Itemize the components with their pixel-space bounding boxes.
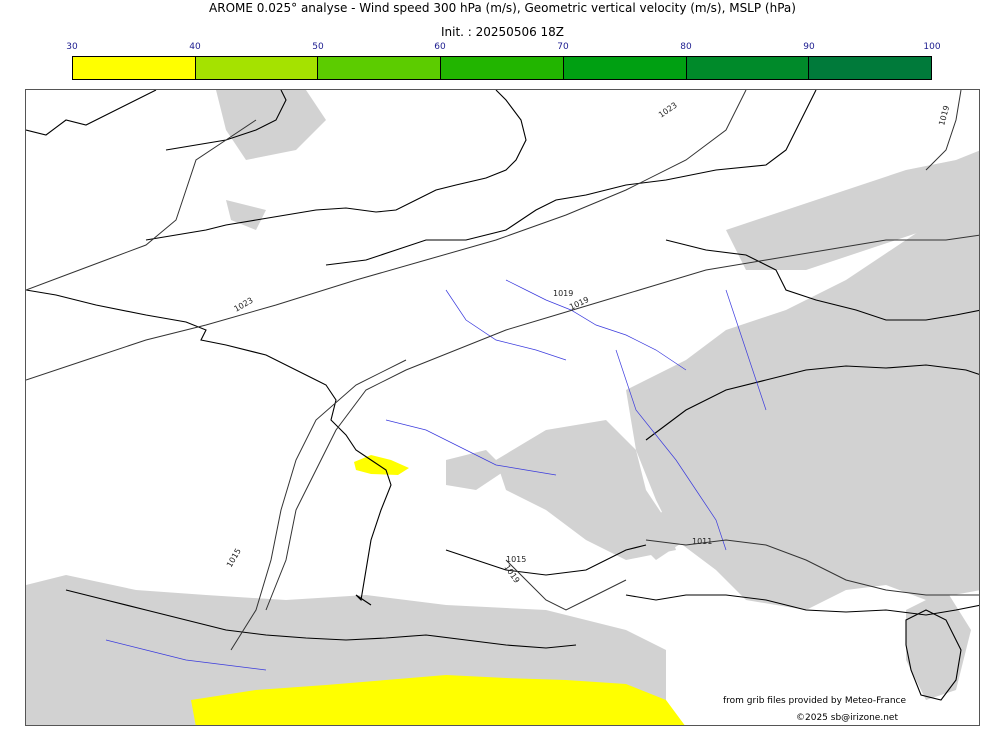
river-loire-upper: [505, 279, 687, 371]
isobars: [26, 90, 979, 651]
ireland-coast: [26, 90, 157, 136]
germany-border: [665, 239, 979, 321]
colorbar-segment-30-40: [73, 57, 196, 79]
colorbar-tick: 30: [66, 42, 78, 52]
wales-coast: [165, 90, 287, 151]
corsica-shading: [906, 590, 971, 700]
colorbar-segment-60-70: [441, 57, 564, 79]
german-uplands-shading: [726, 150, 979, 270]
isobar-label: 1019: [937, 105, 951, 127]
init-time: Init. : 20250506 18Z: [440, 25, 565, 39]
isobar-1019b: [925, 90, 962, 171]
vertical-velocity-shading: [26, 90, 979, 725]
isobar-label: 1019: [502, 563, 521, 585]
limousin-shading: [446, 450, 506, 490]
isobar-1023: [26, 90, 747, 381]
map-canvas: 1023 1019 1023 1019 1019 1015 1011 1015 …: [26, 90, 979, 725]
cornwall-shading: [226, 200, 266, 230]
coastlines: [26, 90, 979, 701]
river-garonne: [385, 419, 557, 476]
channel-coast: [325, 90, 817, 266]
colorbar-segment-70-80: [563, 57, 687, 79]
pyrenees-border: [65, 589, 577, 649]
river-ebro: [105, 639, 267, 671]
chart-title: AROME 0.025° analyse - Wind speed 300 hP…: [209, 1, 796, 15]
isobar-label: 1023: [657, 101, 679, 120]
weather-map: 1023 1019 1023 1019 1019 1015 1011 1015 …: [25, 89, 980, 726]
isobar-label: 1023: [233, 296, 255, 314]
isobar-1011: [645, 539, 979, 596]
cevennes-shading: [626, 510, 686, 560]
isobar-1019: [265, 234, 979, 611]
isobar-label: 1015: [225, 547, 243, 569]
colorbar-tick: 70: [557, 42, 569, 52]
corsica-coast: [905, 609, 962, 701]
massif-central-shading: [496, 420, 676, 560]
england-south-coast: [145, 90, 527, 241]
mediterranean-coast: [625, 594, 979, 616]
isobar-label: 1019: [553, 289, 573, 298]
river-rhone: [615, 349, 727, 551]
colorbar-tick: 40: [189, 42, 201, 52]
jet-streak-south: [191, 675, 685, 725]
isobar-label: 1011: [692, 537, 712, 546]
river-rhine: [725, 289, 767, 411]
alps-border: [645, 364, 979, 441]
colorbar-segment-50-60: [318, 57, 442, 79]
river-line-south: [445, 544, 647, 576]
isobar-1015b: [505, 559, 627, 611]
colorbar-segment-90-100: [809, 57, 932, 79]
colorbar-tick: 60: [434, 42, 446, 52]
wind-speed-shading: [191, 455, 685, 725]
isobar-1015: [230, 359, 407, 651]
river-seine: [445, 289, 567, 361]
isobar-label: 1015: [506, 555, 526, 564]
colorbar-tick: 100: [923, 42, 941, 52]
colorbar-tick: 90: [803, 42, 815, 52]
colorbar-tick: 50: [312, 42, 324, 52]
alps-shading: [626, 182, 979, 610]
colorbar-segment-40-50: [195, 57, 319, 79]
rivers: [105, 279, 767, 671]
copyright-credit: ©2025 sb@irizone.net: [796, 713, 898, 723]
colorbar-segment-80-90: [686, 57, 810, 79]
jet-streak-biscay: [354, 455, 409, 475]
isobar-1023b: [26, 119, 257, 291]
england-shading: [216, 90, 326, 160]
data-source-credit: from grib files provided by Meteo-France: [723, 696, 907, 706]
france-atlantic-coast: [26, 289, 392, 606]
colorbar: [72, 56, 932, 80]
colorbar-tick: 80: [680, 42, 692, 52]
